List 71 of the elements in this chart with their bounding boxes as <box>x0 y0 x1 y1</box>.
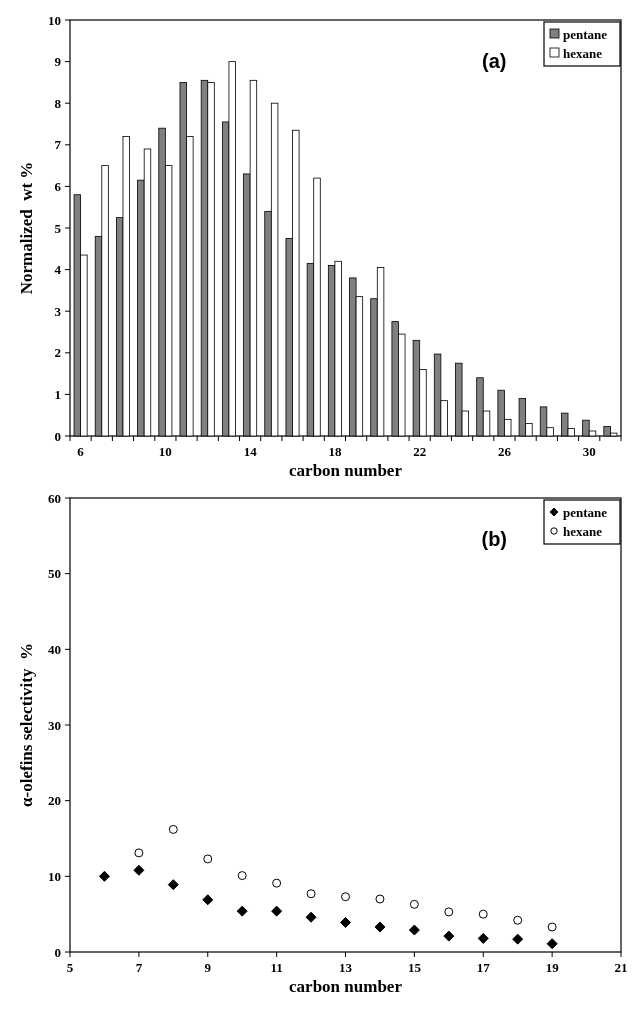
point <box>477 932 489 944</box>
point <box>202 894 214 906</box>
y-tick-label: 60 <box>48 490 61 506</box>
y-tick-label: 6 <box>54 178 62 194</box>
point <box>98 870 110 882</box>
point <box>513 915 523 925</box>
y-tick-label: 50 <box>48 566 61 582</box>
y-tick-label: 8 <box>54 95 62 111</box>
point <box>237 871 247 881</box>
point <box>512 933 524 945</box>
point <box>305 911 317 923</box>
point <box>168 824 178 834</box>
point <box>547 922 557 932</box>
legend-label: pentane <box>563 26 608 42</box>
point <box>167 879 179 891</box>
x-tick-label: 21 <box>614 960 628 975</box>
annotation: (b) <box>481 528 508 550</box>
point <box>443 930 455 942</box>
x-tick-label: 15 <box>407 960 422 975</box>
y-tick-label: 2 <box>54 345 61 361</box>
y-tick-label: 7 <box>54 137 62 153</box>
legend-label: hexane <box>563 45 603 61</box>
y-tick-label: 9 <box>54 54 62 70</box>
y-tick-label: 30 <box>48 717 61 733</box>
y-axis-title: α-olefins selectivity % <box>17 643 36 807</box>
y-axis-title: Normalized wt % <box>17 161 36 295</box>
x-tick-label: 13 <box>339 960 353 975</box>
y-tick-label: 1 <box>54 386 61 402</box>
y-tick-label: 40 <box>48 641 61 657</box>
y-tick-label: 4 <box>54 262 62 278</box>
point <box>408 924 420 936</box>
x-tick-label: 30 <box>582 444 596 459</box>
y-tick-label: 3 <box>54 303 62 319</box>
point <box>271 905 283 917</box>
point <box>478 909 488 919</box>
point <box>340 916 351 928</box>
x-tick-label: 7 <box>135 960 143 975</box>
point <box>272 878 282 888</box>
point <box>306 889 316 899</box>
point <box>341 892 350 902</box>
x-axis-title: carbon number <box>289 977 403 996</box>
x-tick-label: 22 <box>413 444 427 459</box>
point <box>375 894 385 904</box>
x-tick-label: 17 <box>476 960 491 975</box>
point <box>444 907 454 917</box>
x-tick-label: 5 <box>66 960 74 975</box>
x-tick-label: 26 <box>497 444 512 459</box>
point <box>374 921 386 933</box>
annotation: (a) <box>482 50 507 72</box>
legend-label: hexane <box>563 523 603 539</box>
y-tick-label: 0 <box>54 428 61 444</box>
point <box>236 905 248 917</box>
point <box>134 848 144 858</box>
x-tick-label: 19 <box>545 960 560 975</box>
y-tick-label: 10 <box>48 12 61 28</box>
y-tick-label: 5 <box>54 220 62 236</box>
x-axis-title: carbon number <box>289 461 403 480</box>
x-tick-label: 18 <box>328 444 342 459</box>
x-tick-label: 10 <box>158 444 172 459</box>
point <box>203 854 213 864</box>
legend-label: pentane <box>563 504 608 520</box>
point <box>546 938 558 950</box>
y-tick-label: 20 <box>48 793 61 809</box>
y-tick-label: 10 <box>48 868 61 884</box>
point <box>133 864 145 876</box>
x-tick-label: 9 <box>204 960 212 975</box>
x-tick-label: 11 <box>270 960 283 975</box>
x-tick-label: 6 <box>77 444 85 459</box>
point <box>409 899 419 909</box>
y-tick-label: 0 <box>54 944 61 960</box>
x-tick-label: 14 <box>243 444 258 459</box>
